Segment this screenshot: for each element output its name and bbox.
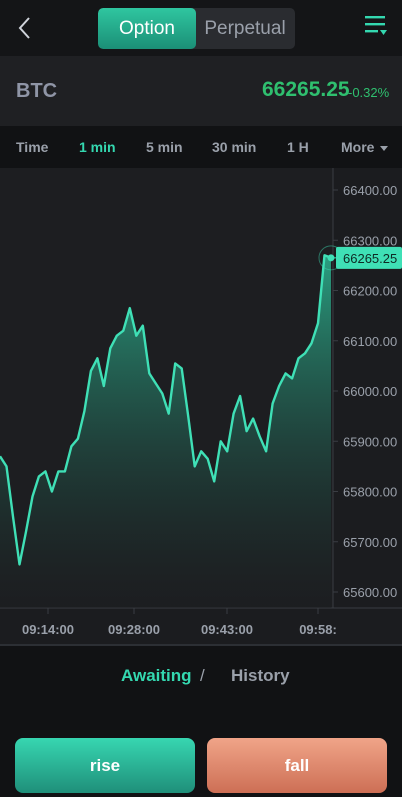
tab-option[interactable]: Option bbox=[98, 8, 196, 49]
x-tick-label: 09:28:00 bbox=[108, 622, 160, 637]
tab-30-min[interactable]: 30 min bbox=[212, 139, 257, 155]
area-chart-svg: 66400.00 66300.00 66200.00 66100.00 66000.00… bbox=[0, 168, 402, 637]
x-tick-label: 09:43:00 bbox=[201, 622, 253, 637]
x-tick-label: 09:14:00 bbox=[22, 622, 74, 637]
y-tick-label: 66000.00 bbox=[343, 384, 397, 399]
rise-button[interactable]: rise bbox=[15, 738, 195, 793]
y-tick-label: 65700.00 bbox=[343, 535, 397, 550]
price-area bbox=[0, 255, 331, 609]
current-price-tag-label: 66265.25 bbox=[343, 251, 397, 266]
current-price-tag bbox=[336, 246, 402, 269]
filter-list-icon bbox=[365, 16, 387, 35]
time-label[interactable]: Time bbox=[16, 139, 49, 155]
menu-button[interactable] bbox=[364, 14, 388, 38]
tab-awaiting[interactable]: Awaiting bbox=[121, 666, 192, 685]
more-dropdown[interactable]: More bbox=[341, 139, 389, 155]
records-separator: / bbox=[200, 666, 205, 685]
y-tick-label: 65900.00 bbox=[343, 434, 397, 449]
y-tick-label: 66300.00 bbox=[343, 233, 397, 248]
chevron-left-icon bbox=[18, 17, 30, 39]
price-chart[interactable]: 66400.00 66300.00 66200.00 66100.00 66000.00… bbox=[0, 168, 402, 645]
tab-perpetual[interactable]: Perpetual bbox=[204, 17, 286, 39]
action-bar: rise fall bbox=[0, 716, 402, 797]
current-price: 66265.25 bbox=[262, 78, 350, 101]
back-button[interactable] bbox=[10, 14, 38, 42]
y-tick-label: 66400.00 bbox=[343, 183, 397, 198]
more-label: More bbox=[341, 139, 375, 155]
timeframe-tabs: Time 1 min 5 min 30 min 1 H More bbox=[0, 126, 402, 168]
symbol-label: BTC bbox=[16, 80, 58, 102]
price-line bbox=[0, 254, 332, 566]
records-tabs: Awaiting / History bbox=[0, 646, 402, 716]
y-tick-label: 65800.00 bbox=[343, 485, 397, 500]
tab-5-min[interactable]: 5 min bbox=[146, 139, 183, 155]
top-bar: Option Perpetual bbox=[0, 0, 402, 56]
x-tick-label: 09:58: bbox=[299, 622, 337, 637]
y-tick-label: 65600.00 bbox=[343, 585, 397, 600]
tab-history[interactable]: History bbox=[231, 666, 290, 685]
tab-1-h[interactable]: 1 H bbox=[287, 139, 309, 155]
y-tick-label: 66100.00 bbox=[343, 334, 397, 349]
caret-down-icon bbox=[380, 145, 389, 151]
fall-button[interactable]: fall bbox=[207, 738, 387, 793]
product-type-switch: Option Perpetual bbox=[98, 8, 295, 49]
ticker-bar: BTC 66265.25 -0.32% bbox=[0, 56, 402, 126]
tab-1-min[interactable]: 1 min bbox=[79, 139, 116, 155]
price-change: -0.32% bbox=[348, 85, 390, 100]
y-tick-label: 66200.00 bbox=[343, 284, 397, 299]
chart-separator bbox=[0, 644, 402, 646]
